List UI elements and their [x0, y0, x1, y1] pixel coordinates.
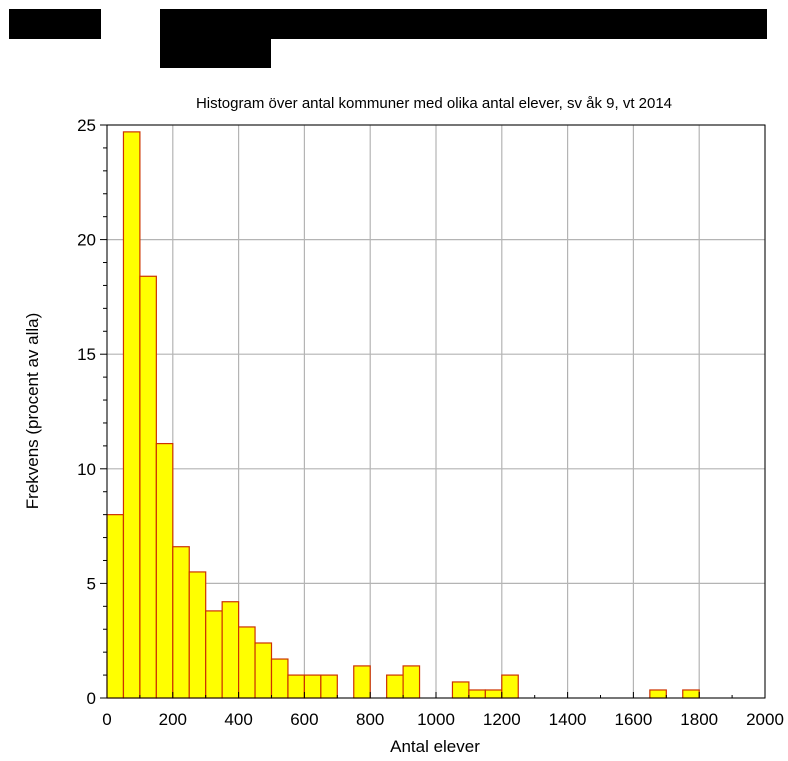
- y-tick-label-4: 20: [77, 231, 96, 250]
- histogram-bar-2: [139, 275, 157, 699]
- x-tick-label-3: 600: [290, 710, 318, 729]
- histogram-bar-14: [353, 665, 371, 699]
- x-tick-label-1: 200: [159, 710, 187, 729]
- histogram-bar-3: [155, 442, 174, 699]
- x-tick-label-10: 2000: [746, 710, 784, 729]
- histogram-bar-15: [386, 674, 404, 699]
- grid-lines: [106, 124, 766, 699]
- histogram-bar-17: [451, 681, 470, 699]
- histogram-bar-10: [270, 658, 289, 699]
- x-axis: 0 200 400 600 800 1000 1200 1400 1600 1800 2000: [102, 692, 784, 729]
- bars-group: [106, 131, 700, 699]
- y-tick-label-5: 25: [77, 116, 96, 135]
- x-tick-label-2: 400: [224, 710, 252, 729]
- x-tick-label-5: 1000: [417, 710, 455, 729]
- histogram-bar-1: [122, 131, 141, 699]
- histogram-bar-18: [468, 689, 486, 699]
- x-tick-label-6: 1200: [483, 710, 521, 729]
- y-tick-label-0: 0: [87, 689, 96, 708]
- x-tick-label-9: 1800: [680, 710, 718, 729]
- chart-title: Histogram över antal kommuner med olika …: [196, 95, 672, 112]
- histogram-bar-16: [402, 665, 421, 699]
- histogram-bar-5: [188, 571, 207, 699]
- histogram-bar-9: [254, 642, 273, 699]
- histogram-bar-11: [287, 674, 306, 699]
- y-tick-label-2: 10: [77, 460, 96, 479]
- y-axis: 0 5 10 15 20 25: [77, 116, 107, 708]
- x-tick-label-4: 800: [356, 710, 384, 729]
- y-tick-label-1: 5: [87, 574, 96, 593]
- redacted-block-3: [160, 39, 271, 68]
- histogram-bar-21: [649, 689, 667, 699]
- histogram-bar-6: [205, 610, 223, 699]
- histogram-bar-7: [221, 601, 240, 699]
- histogram-bar-0: [106, 514, 125, 699]
- y-axis-label: Frekvens (procent av alla): [23, 313, 42, 510]
- histogram-bar-22: [682, 689, 700, 699]
- x-tick-label-0: 0: [102, 710, 111, 729]
- histogram-bar-8: [238, 626, 256, 699]
- x-tick-label-8: 1600: [614, 710, 652, 729]
- histogram-bar-4: [172, 546, 190, 699]
- histogram-bar-20: [501, 674, 519, 699]
- y-tick-label-3: 15: [77, 345, 96, 364]
- redacted-block-1: [9, 9, 101, 39]
- histogram-bar-19: [484, 689, 503, 699]
- histogram-bar-12: [303, 674, 322, 699]
- x-tick-label-7: 1400: [549, 710, 587, 729]
- x-axis-label: Antal elever: [390, 737, 480, 756]
- histogram-bar-13: [320, 674, 338, 699]
- redacted-block-2: [160, 9, 767, 39]
